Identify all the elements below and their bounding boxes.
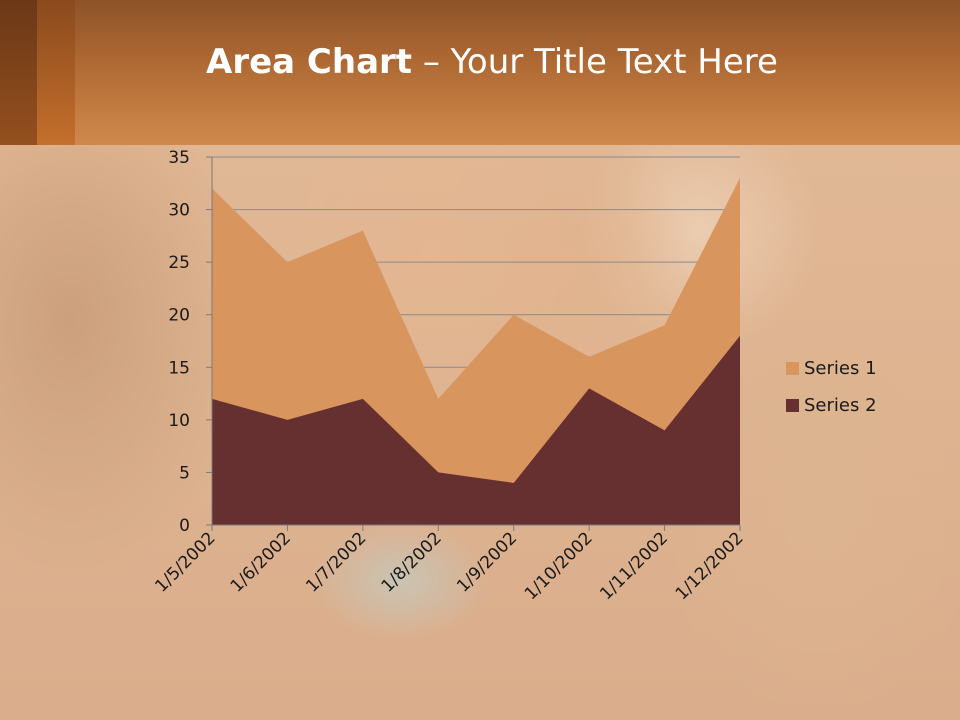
y-tick-label: 5	[179, 463, 190, 483]
legend-label-series-2: Series 2	[804, 395, 877, 416]
slide-title-rest: – Your Title Text Here	[412, 42, 778, 82]
x-tick-label: 1/6/2002	[227, 528, 295, 596]
header-accent-stripe	[0, 0, 37, 145]
y-tick-label: 20	[168, 306, 190, 326]
slide-title-bold: Area Chart	[206, 42, 413, 82]
x-axis-tick-labels: 1/5/2002 1/6/2002 1/7/2002 1/8/2002 1/9/2002…	[151, 528, 747, 604]
y-tick-label: 0	[179, 516, 190, 536]
y-axis-tick-labels: 0 5 10 15 20 25 30 35	[168, 148, 190, 536]
header-band	[0, 0, 960, 145]
legend-label-series-1: Series 1	[804, 358, 877, 379]
slide-title[interactable]: Area Chart – Your Title Text Here	[206, 40, 906, 88]
legend: Series 1 Series 2	[786, 358, 877, 416]
x-tick-label: 1/9/2002	[453, 528, 521, 596]
area-series-2	[212, 335, 740, 525]
x-tick-label: 1/12/2002	[672, 528, 748, 604]
x-tick-label: 1/11/2002	[596, 528, 672, 604]
y-tick-label: 15	[168, 358, 190, 378]
y-tick-label: 25	[168, 253, 190, 273]
y-tick-label: 35	[168, 148, 190, 168]
x-tick-label: 1/5/2002	[151, 528, 219, 596]
legend-swatch-series-2	[786, 399, 799, 412]
header-accent-stripe	[37, 0, 75, 145]
legend-swatch-series-1	[786, 362, 799, 375]
x-tick-label: 1/7/2002	[302, 528, 370, 596]
axes	[206, 156, 741, 531]
y-tick-label: 30	[168, 201, 190, 221]
plot-areas	[212, 178, 740, 525]
x-tick-label: 1/8/2002	[378, 528, 446, 596]
y-tick-label: 10	[168, 411, 190, 431]
x-tick-label: 1/10/2002	[521, 528, 597, 604]
